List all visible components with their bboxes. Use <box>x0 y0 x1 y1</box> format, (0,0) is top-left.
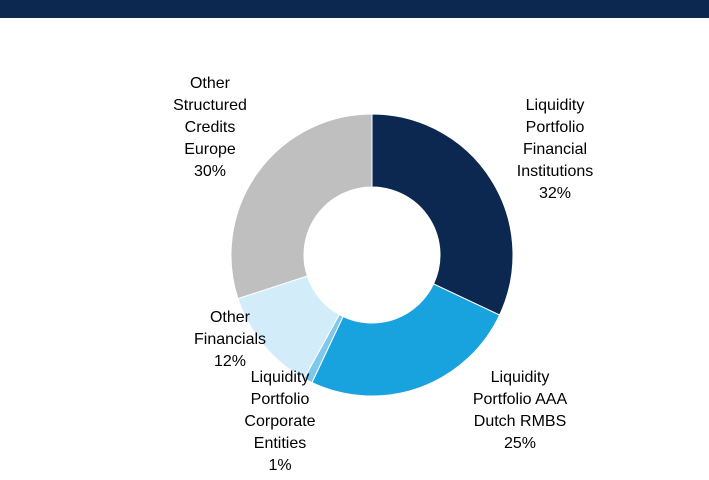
slice-value: 1% <box>268 457 292 474</box>
donut-slice <box>230 113 373 300</box>
slice-name: Liquidity Portfolio Financial Institutio… <box>516 97 594 180</box>
slice-value: 30% <box>193 163 227 180</box>
slice-name: Liquidity Portfolio AAA Dutch RMBS <box>472 369 568 430</box>
slice-name: Liquidity Portfolio Corporate Entities <box>244 369 316 452</box>
slice-label: Other Financials 12% <box>178 307 282 373</box>
slice-label: Liquidity Portfolio AAA Dutch RMBS 25% <box>468 367 572 455</box>
slice-name: Other Financials <box>193 309 267 348</box>
slice-value: 12% <box>213 353 247 370</box>
slice-label: Liquidity Portfolio Financial Institutio… <box>503 95 607 205</box>
slice-value: 25% <box>503 435 537 452</box>
header-bar <box>0 0 709 18</box>
donut-slice <box>371 113 514 316</box>
slice-label: Liquidity Portfolio Corporate Entities 1% <box>228 367 332 477</box>
slice-label: Other Structured Credits Europe 30% <box>158 73 262 183</box>
slice-name: Other Structured Credits Europe <box>173 75 247 158</box>
slice-value: 32% <box>538 185 572 202</box>
donut-slice <box>311 283 501 397</box>
